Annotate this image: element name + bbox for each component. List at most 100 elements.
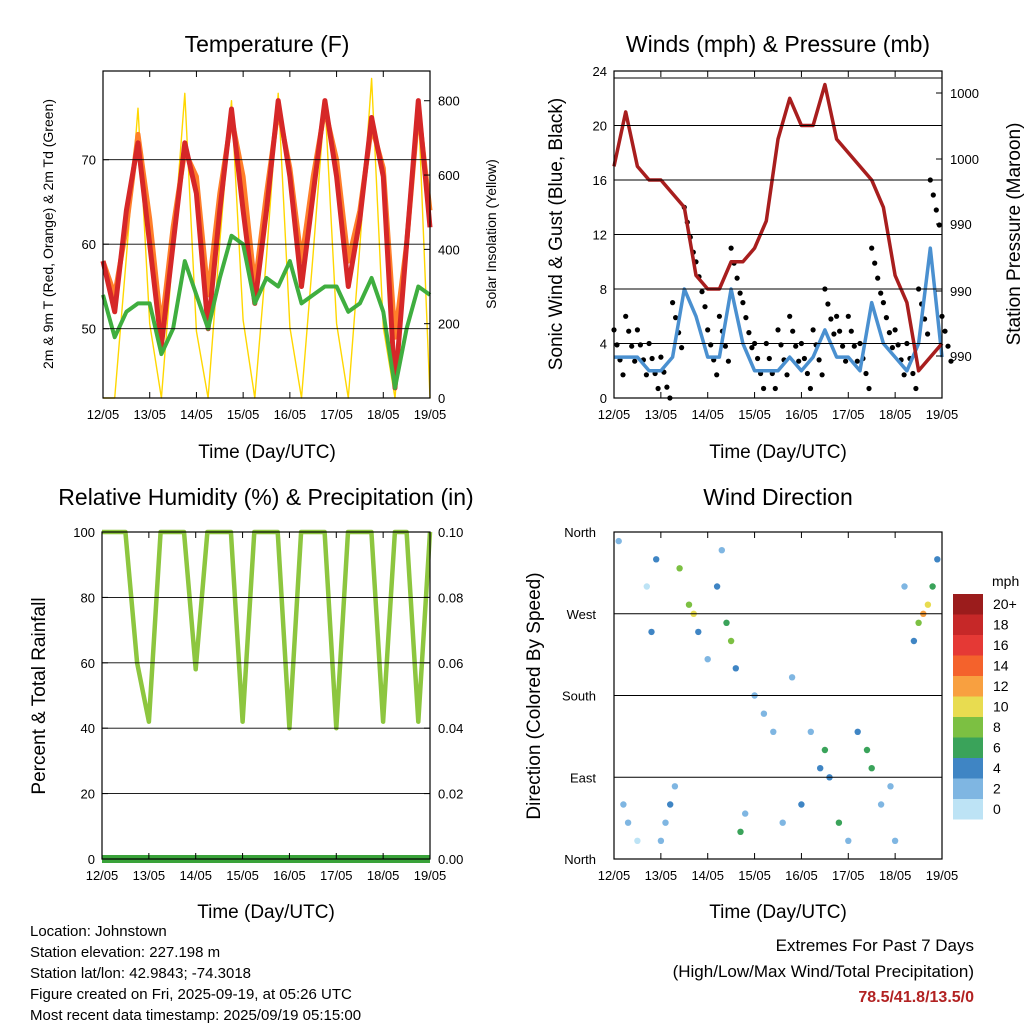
gust-point [840,343,846,349]
direction-point [807,728,814,735]
gust-point [634,327,641,333]
direction-point [929,583,936,590]
gust-point [620,372,626,378]
gust-point [796,358,802,364]
gust-point [702,304,708,310]
direction-point [934,556,941,563]
gust-point [722,343,729,349]
gust-point [866,385,872,392]
colorbar-label: 2 [993,781,1001,797]
colorbar-swatch [953,594,983,615]
gust-point [810,327,816,333]
gust-point [825,301,831,307]
info-latlon: Station lat/lon: 42.9843; -74.3018 [30,965,252,982]
y-tick-label: 990 [950,217,972,232]
gust-point [790,328,796,334]
colorbar-label: 6 [993,740,1001,756]
x-tick-label: 18/05 [879,868,912,883]
temperature-frame [102,70,431,399]
direction-title: Wind Direction [703,484,853,510]
x-tick-label: 14/05 [179,868,212,883]
direction-plot-area [615,537,941,844]
temperature-y-ticks: 50 60 70 [82,153,430,337]
gust-point [740,300,746,306]
y-tick-label: 600 [438,168,460,183]
direction-point [713,583,721,590]
y-tick-label: 0 [438,391,445,406]
humidity-title: Relative Humidity (%) & Precipitation (i… [58,484,473,510]
colorbar-swatch [953,717,983,738]
y-tick-label: 60 [81,656,95,671]
gust-point [942,328,948,334]
colorbar-label: 0 [993,801,1001,817]
x-tick-label: 16/05 [785,868,818,883]
direction-point [835,819,843,826]
gust-point [734,275,740,281]
extremes-box: Extremes For Past 7 Days (High/Low/Max W… [673,933,974,1011]
direction-point [854,728,861,735]
x-tick-label: 19/05 [926,407,959,422]
y-tick-label: 50 [82,322,96,337]
gust-point [716,313,723,319]
winds-y-label: Sonic Wind & Gust (Blue, Black) [546,98,567,370]
sonic-wind-line [614,246,944,373]
direction-point [779,819,786,826]
x-tick-label: 15/05 [738,407,771,422]
winds-plot-area [611,77,954,401]
direction-point [676,565,683,572]
winds-y-ticks: 0 4 8 12 16 20 24 [593,64,942,406]
gust-point [910,370,916,377]
x-tick-label: 12/05 [598,407,631,422]
gust-point [629,343,635,349]
humidity-y-ticks: 0 20 40 60 80 100 [73,525,430,867]
gust-point [775,327,781,333]
direction-point [727,637,735,645]
y-tick-label: North [564,525,596,540]
gust-point [828,316,834,322]
gust-point [632,358,638,364]
temp-2m-line [100,98,433,391]
y-tick-label: 4 [600,337,607,352]
y-tick-label: 16 [593,173,607,188]
info-elevation: Station elevation: 227.198 m [30,944,221,961]
y-tick-label: 12 [593,228,607,243]
x-tick-label: 17/05 [832,868,865,883]
gust-point [889,345,896,351]
winds-x-ticks: 12/05 13/05 14/05 15/05 16/05 17/05 18/05 19/05 [598,71,959,422]
y-tick-label: North [564,852,596,867]
x-tick-label: 16/05 [785,407,818,422]
temperature-x-ticks: 12/05 13/05 14/05 15/05 16/05 17/05 18/05 19/05 [87,71,446,422]
direction-point [643,583,650,590]
direction-point [704,656,711,663]
gust-point [837,328,843,334]
direction-point [634,837,641,844]
direction-point [901,583,908,590]
winds-panel: Winds (mph) & Pressure (mb) 12/05 13/05 14… [546,31,1024,463]
gust-point [880,300,887,306]
gust-point [878,290,884,296]
y-tick-label: South [562,689,596,704]
direction-point [671,783,679,790]
gust-point [673,315,679,321]
colorbar-swatch [953,614,983,635]
direction-point [910,637,918,645]
gust-point [933,207,939,213]
x-tick-label: 16/05 [273,868,306,883]
pressure-line [612,82,944,373]
colorbar-swatch [953,758,983,779]
direction-x-label: Time (Day/UTC) [709,902,847,923]
direction-point [924,601,932,608]
gust-point [816,357,822,363]
gust-point [843,358,849,364]
gust-point [936,222,942,228]
y-tick-label: 80 [81,590,95,605]
direction-point [891,837,899,844]
gust-point [705,327,711,333]
y-tick-label: 1000 [950,152,979,167]
gust-point [643,372,650,378]
gust-point [872,260,878,266]
info-created: Figure created on Fri, 2025-09-19, at 05… [30,986,352,1003]
humidity-plot-area [102,529,433,863]
gust-point [804,370,811,377]
colorbar-swatch [953,799,983,820]
